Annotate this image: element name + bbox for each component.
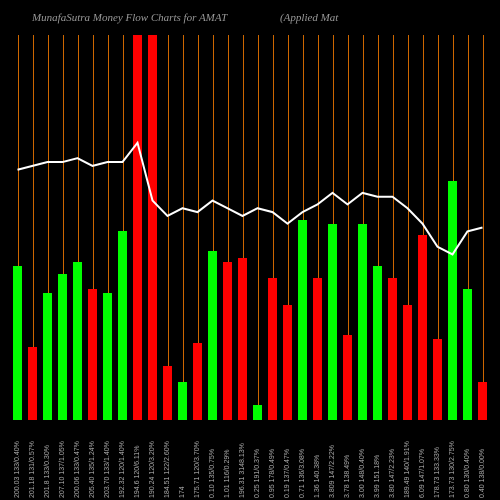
x-label: 200.06 133/0.47% bbox=[74, 441, 81, 498]
bar bbox=[478, 382, 487, 421]
bar bbox=[133, 35, 142, 420]
bar bbox=[178, 382, 187, 421]
bar bbox=[73, 262, 82, 420]
x-label: 3.80 147/2.23% bbox=[389, 449, 396, 498]
x-label: 196.31 3148.13% bbox=[239, 443, 246, 498]
x-label: 3.99 151.18% bbox=[374, 455, 381, 498]
bar bbox=[193, 343, 202, 420]
x-axis-labels: 200.03 133/0.40% 201.18 131/0.57% 201.8 13… bbox=[10, 420, 490, 500]
bar bbox=[208, 251, 217, 420]
x-label: 3.809 147/2.22% bbox=[329, 445, 336, 498]
bar bbox=[253, 405, 262, 420]
bar bbox=[388, 278, 397, 420]
bar bbox=[283, 305, 292, 421]
bar bbox=[418, 235, 427, 420]
bar bbox=[463, 289, 472, 420]
x-label: 174 bbox=[179, 486, 186, 498]
x-label: 0.71 136/3.08% bbox=[299, 449, 306, 498]
bars-layer bbox=[10, 35, 490, 420]
bar bbox=[28, 347, 37, 420]
bar bbox=[118, 231, 127, 420]
bar bbox=[58, 274, 67, 420]
x-label: 184.51 122/2.60% bbox=[164, 441, 171, 498]
bar bbox=[148, 35, 157, 420]
x-label: 175.71 120/3.70% bbox=[194, 441, 201, 498]
x-label: 201.8 133/0.30% bbox=[44, 445, 51, 498]
x-label: 173.73 130/2.75% bbox=[449, 441, 456, 498]
x-label: 0.10 135/0.75% bbox=[209, 449, 216, 498]
chart-title: MunafaSutra Money Flow Charts for AMAT (… bbox=[10, 12, 490, 28]
x-label: 194.6 120/6.11% bbox=[134, 446, 141, 498]
bar bbox=[268, 278, 277, 420]
x-label: 190.24 120/3.20% bbox=[149, 441, 156, 498]
bar bbox=[88, 289, 97, 420]
x-label: 3.00 148/0.40% bbox=[359, 449, 366, 498]
x-label: 189.49 140/1.91% bbox=[404, 441, 411, 498]
bar bbox=[328, 224, 337, 420]
x-label: 207.10 137/1.05% bbox=[59, 441, 66, 498]
bar bbox=[103, 293, 112, 420]
x-label: 205.40 135/1.24% bbox=[89, 441, 96, 498]
x-label: 203.70 133/1.40% bbox=[104, 441, 111, 498]
x-label: 178.73 133.33% bbox=[434, 447, 441, 498]
bar bbox=[373, 266, 382, 420]
grid-vline bbox=[258, 35, 259, 420]
x-label: 0.40 138/0.00% bbox=[479, 449, 486, 498]
grid-vline bbox=[483, 35, 484, 420]
bar bbox=[238, 258, 247, 420]
bar bbox=[313, 278, 322, 420]
x-label: 201.18 131/0.57% bbox=[29, 441, 36, 498]
title-left: MunafaSutra Money Flow Charts for AMAT bbox=[32, 12, 227, 24]
x-label: 200.03 133/0.40% bbox=[14, 441, 21, 498]
bar bbox=[433, 339, 442, 420]
x-label: 3.78 138.49% bbox=[344, 455, 351, 498]
x-label: 1.36 140.38% bbox=[314, 455, 321, 498]
x-label: 0.95 178/0.49% bbox=[269, 449, 276, 498]
chart-plot bbox=[10, 35, 490, 420]
x-label: 0.19 137/0.47% bbox=[284, 449, 291, 498]
x-label: 192.32 120/1.40% bbox=[119, 441, 126, 498]
title-right: (Applied Mat bbox=[280, 12, 338, 24]
bar bbox=[43, 293, 52, 420]
bar bbox=[358, 224, 367, 420]
bar bbox=[343, 335, 352, 420]
bar bbox=[223, 262, 232, 420]
bar bbox=[448, 181, 457, 420]
x-label: 1.01 116/0.29% bbox=[224, 449, 231, 498]
bar bbox=[13, 266, 22, 420]
bar bbox=[403, 305, 412, 421]
bar bbox=[298, 220, 307, 420]
x-label: 0.80 130/0.40% bbox=[464, 449, 471, 498]
grid-vline bbox=[168, 35, 169, 420]
x-label: 0.25 191/0.37% bbox=[254, 449, 261, 498]
x-label: 6.09 147/1.07% bbox=[419, 449, 426, 498]
grid-vline bbox=[183, 35, 184, 420]
bar bbox=[163, 366, 172, 420]
